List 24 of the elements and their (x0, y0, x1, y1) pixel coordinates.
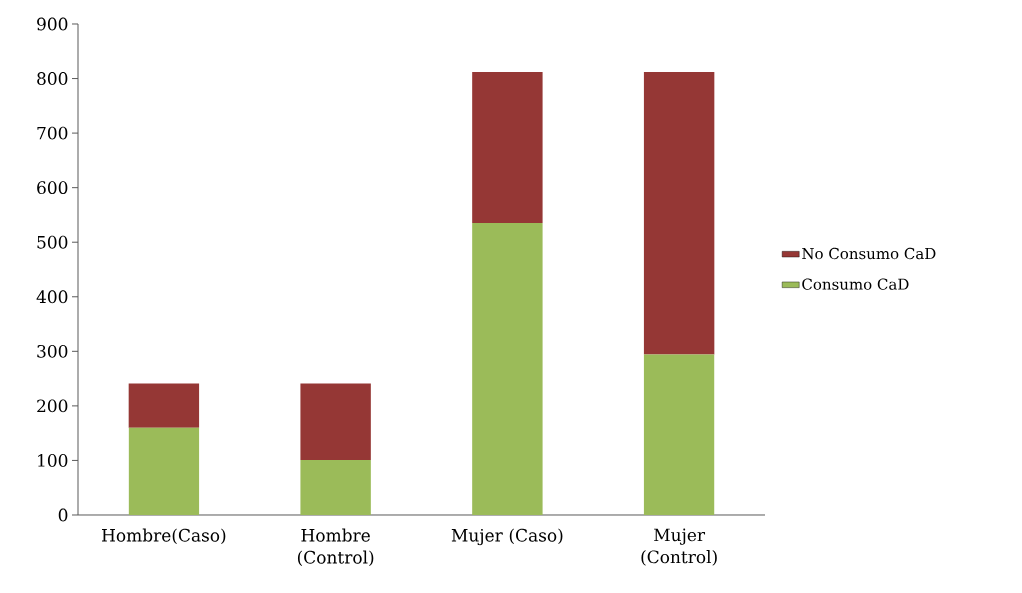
y-tick-label: 400 (36, 290, 68, 304)
y-tick-label: 900 (37, 17, 68, 31)
y-tick-label: 600 (37, 181, 68, 195)
bar (128, 427, 200, 515)
x-tick-label: Hombre(Caso) (102, 528, 226, 545)
bar (643, 72, 715, 355)
legend-label: Consumo CaD (802, 278, 909, 290)
legend-label: No Consumo CaD (802, 247, 936, 260)
y-tick-label: 300 (37, 344, 68, 358)
bar (300, 459, 371, 515)
bar (472, 72, 543, 224)
bar (643, 354, 715, 515)
y-tick-label: 800 (37, 72, 68, 85)
y-tick-label: 500 (37, 235, 68, 249)
x-tick-label: Hombre (Control) (297, 528, 374, 567)
y-tick-label: 700 (37, 126, 68, 140)
bar (472, 223, 543, 515)
y-tick-label: 200 (37, 399, 68, 413)
bar (300, 383, 371, 460)
x-tick-label: Mujer (Caso) (451, 528, 563, 546)
y-tick-label: 100 (38, 454, 68, 467)
bar (128, 383, 200, 428)
x-tick-label: Mujer (Control) (641, 528, 717, 566)
y-tick-label: 0 (58, 508, 68, 522)
